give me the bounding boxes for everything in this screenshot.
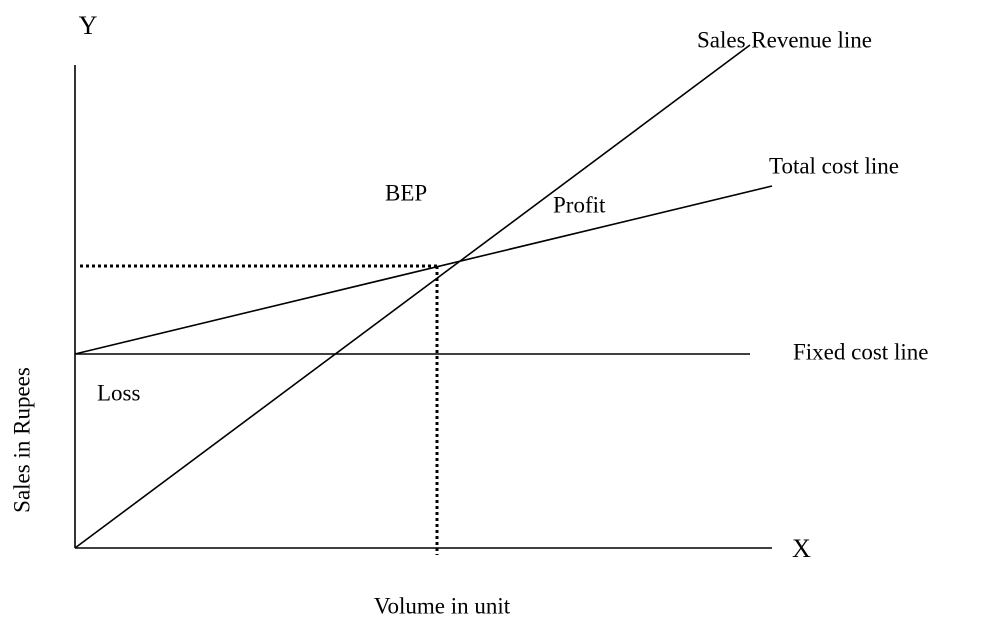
fixed-cost-label: Fixed cost line xyxy=(793,339,928,364)
y-axis-title: Sales in Rupees xyxy=(9,367,34,513)
total-cost-label: Total cost line xyxy=(769,153,899,178)
x-axis-label: X xyxy=(792,534,811,563)
x-axis-title: Volume in unit xyxy=(374,593,511,618)
y-axis-label: Y xyxy=(79,11,98,40)
sales-revenue-line xyxy=(74,44,751,549)
profit-label: Profit xyxy=(553,192,606,217)
total-cost-line xyxy=(74,185,773,355)
loss-label: Loss xyxy=(97,380,141,405)
sales-revenue-label: Sales Revenue line xyxy=(697,27,872,52)
bep-label: BEP xyxy=(385,180,427,205)
